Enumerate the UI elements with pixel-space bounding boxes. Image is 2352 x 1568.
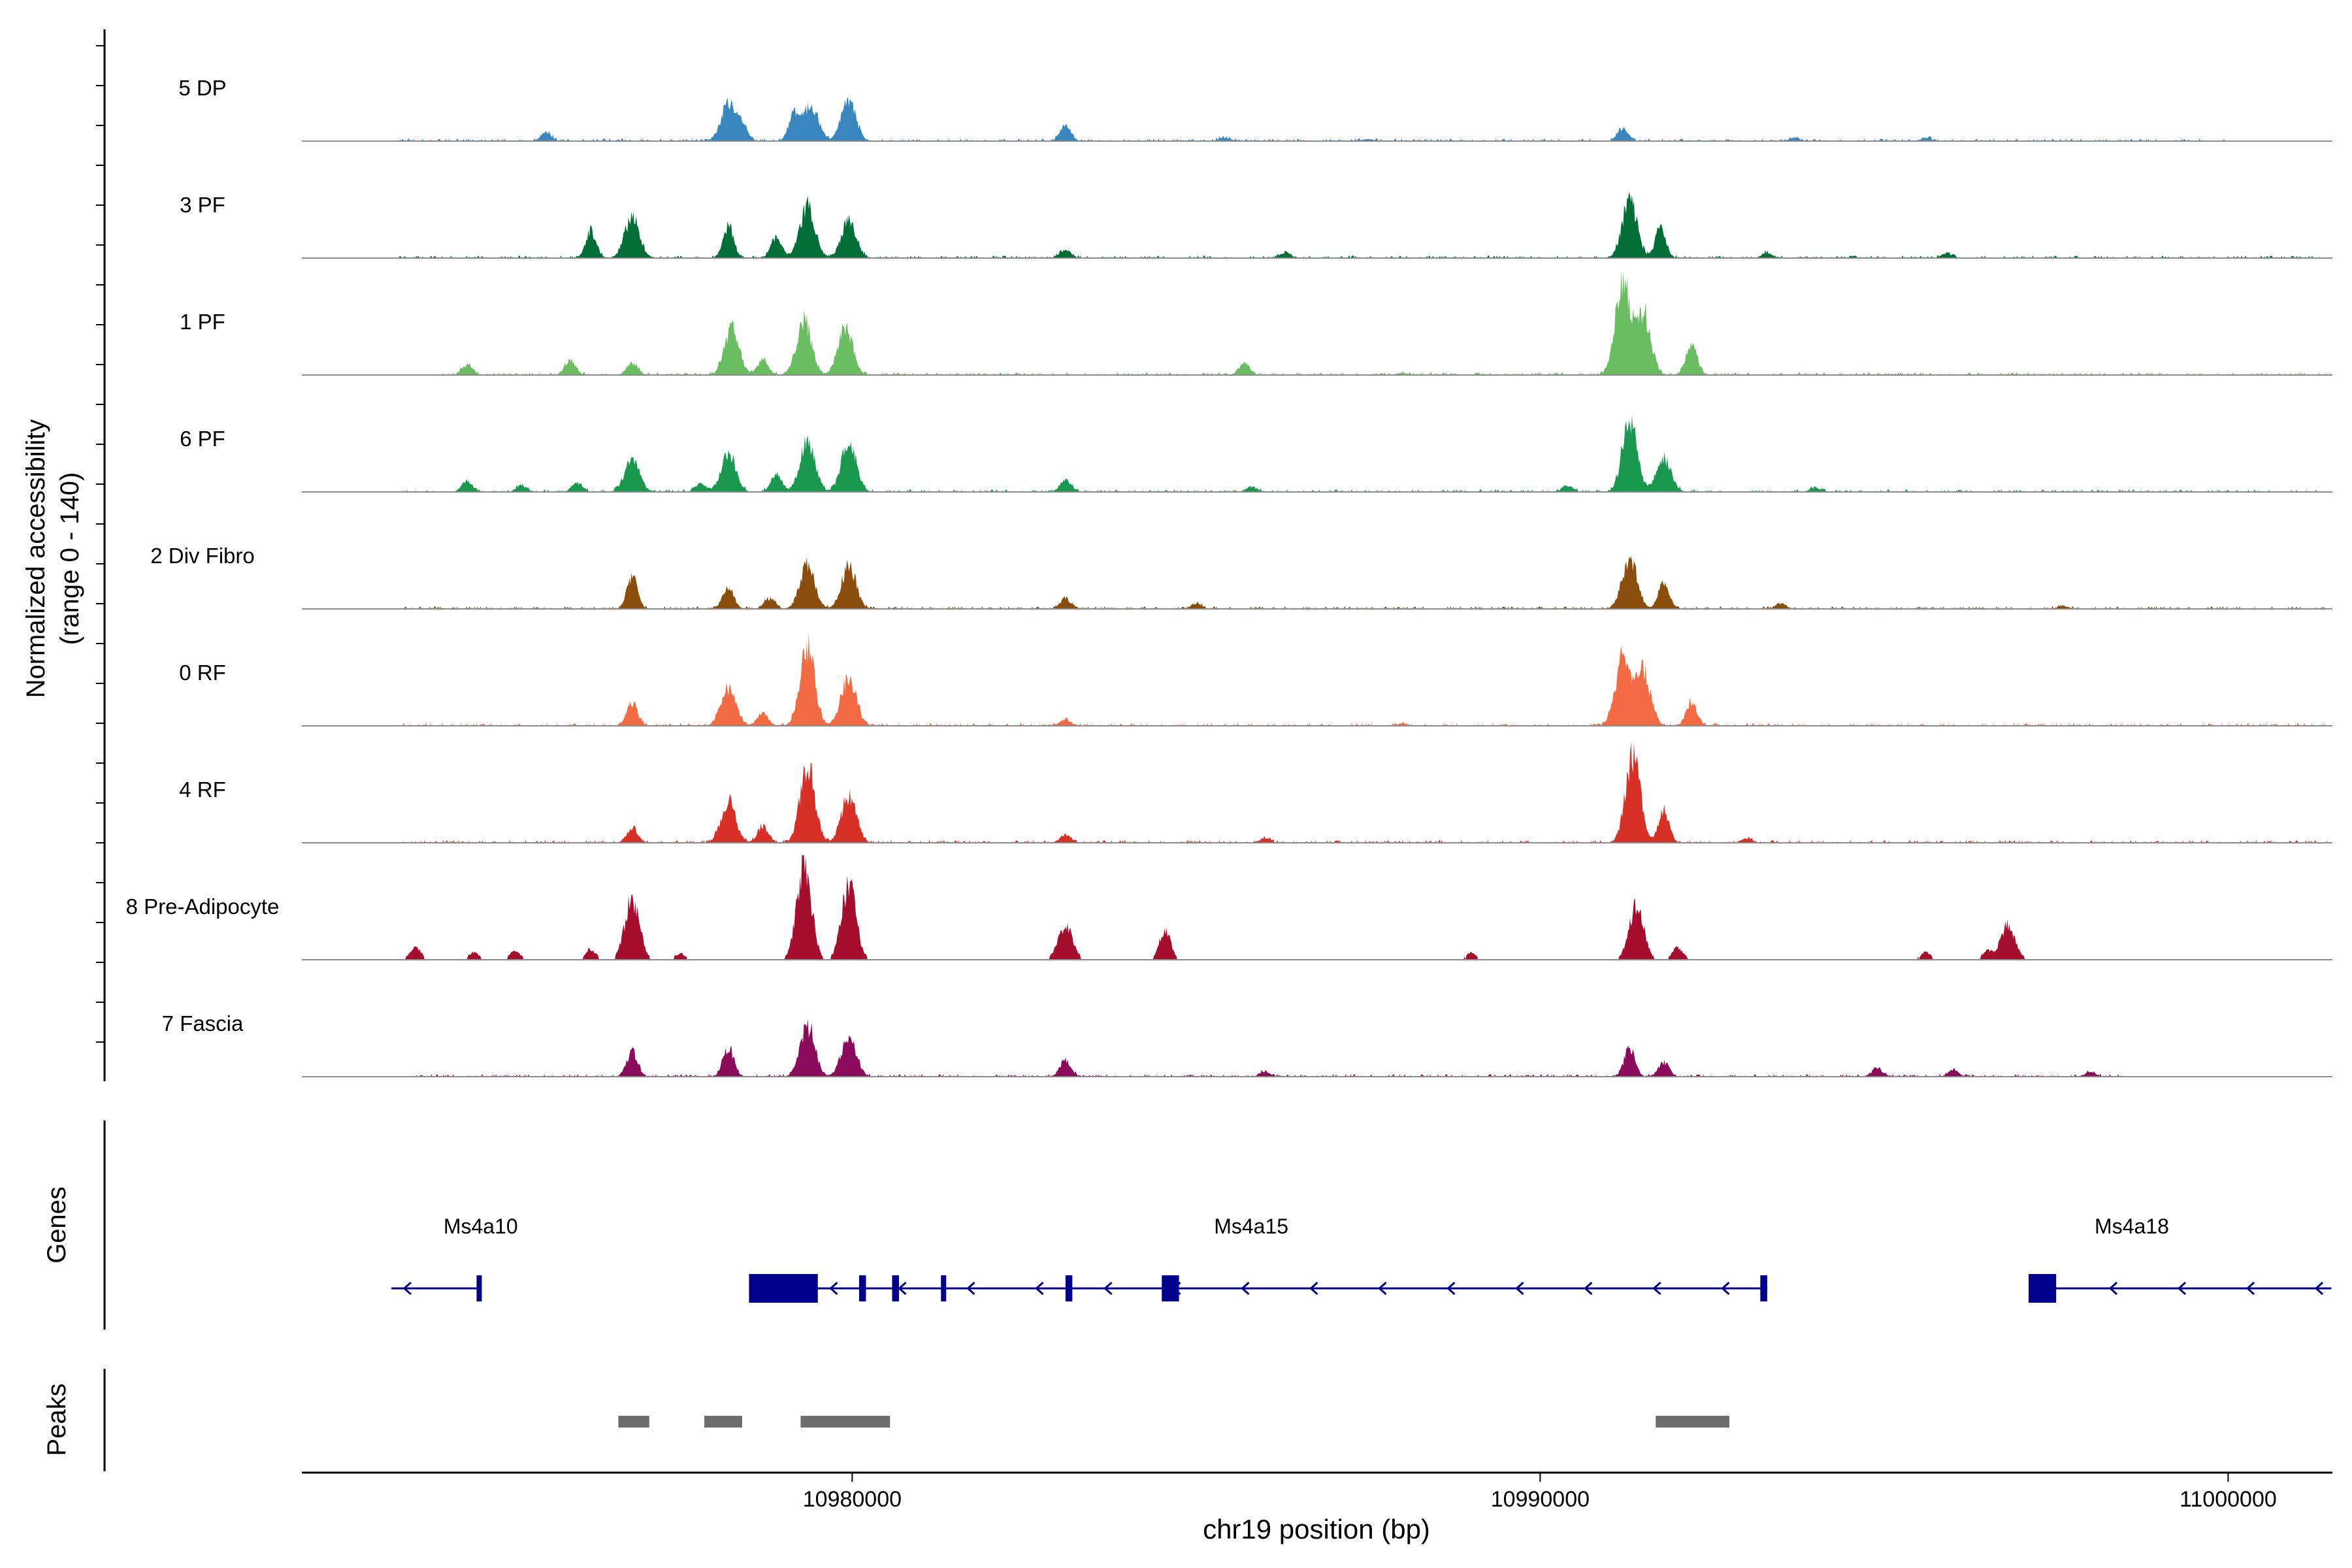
gene-label: Ms4a15	[1214, 1215, 1288, 1238]
coverage-tracks: 5 DP 3 PF 1 PF 6 PF 2 Div Fibro 0 RF 4 RF 8 Pre…	[126, 76, 2332, 1077]
coverage-area	[412, 1018, 2125, 1077]
coverage-area	[398, 556, 2332, 609]
track-label: 6 PF	[180, 427, 225, 451]
track-8-pre-adipocyte: 8 Pre-Adipocyte	[126, 855, 2332, 960]
gene-exon	[858, 1275, 866, 1301]
x-tick-label: 11000000	[2180, 1487, 2277, 1512]
strand-chevron	[829, 1281, 838, 1296]
y-axis-range: (range 0 - 140)	[56, 472, 84, 645]
track-3-pf: 3 PF	[180, 192, 2332, 259]
coverage-area	[398, 97, 2229, 141]
y-axis-title: Normalized accessibility	[22, 419, 50, 698]
strand-chevron	[2108, 1281, 2118, 1296]
strand-chevron	[1446, 1281, 1456, 1296]
gene-exon	[476, 1275, 482, 1301]
track-label: 5 DP	[178, 76, 226, 100]
x-axis-title: chr19 position (bp)	[1203, 1514, 1430, 1544]
gene-exon	[1760, 1275, 1767, 1301]
strand-chevron	[1035, 1281, 1044, 1296]
gene-exon	[1065, 1275, 1073, 1301]
strand-chevron	[2177, 1281, 2187, 1296]
gene-annotation-track: Ms4a10 Ms4a15 Ms4a18	[391, 1215, 2332, 1303]
strand-chevron	[1515, 1281, 1524, 1296]
peaks-axis-title: Peaks	[42, 1383, 71, 1456]
track-1-pf: 1 PF	[180, 270, 2332, 376]
track-0-rf: 0 RF	[179, 632, 2332, 727]
coverage-area	[398, 192, 2332, 258]
strand-chevron	[2246, 1281, 2255, 1296]
coverage-area	[398, 415, 2332, 492]
track-label: 2 Div Fibro	[150, 544, 255, 568]
strand-chevron	[1721, 1281, 1730, 1296]
gene-label: Ms4a18	[2095, 1215, 2169, 1238]
track-label: 8 Pre-Adipocyte	[126, 894, 280, 919]
peak-region	[704, 1416, 742, 1428]
track-label: 3 PF	[180, 193, 225, 217]
strand-chevron	[1309, 1281, 1318, 1296]
gene-exon	[2029, 1274, 2057, 1303]
coverage-area	[405, 855, 2229, 960]
track-5-dp: 5 DP	[178, 76, 2332, 142]
strand-chevron	[1241, 1281, 1250, 1296]
track-4-rf: 4 RF	[179, 742, 2332, 843]
strand-chevron	[1378, 1281, 1387, 1296]
track-6-pf: 6 PF	[180, 415, 2332, 493]
gene-ms4a18: Ms4a18	[2029, 1215, 2332, 1303]
strand-chevron	[1103, 1281, 1113, 1296]
gene-ms4a15: Ms4a15	[749, 1215, 1767, 1303]
gene-exon	[892, 1275, 900, 1301]
gene-label: Ms4a10	[444, 1215, 518, 1238]
genes-axis-title: Genes	[42, 1186, 71, 1264]
strand-chevron	[1652, 1281, 1661, 1296]
track-label: 7 Fascia	[162, 1011, 244, 1036]
gene-exon	[749, 1274, 818, 1303]
track-label: 4 RF	[179, 777, 226, 802]
coverage-area	[398, 632, 2332, 726]
coverage-y-ticks	[96, 45, 105, 1043]
coverage-area	[439, 270, 2332, 375]
strand-chevron	[898, 1281, 907, 1296]
strand-chevron	[966, 1281, 975, 1296]
track-2-div-fibro: 2 Div Fibro	[150, 544, 2332, 610]
x-tick-label: 10990000	[1491, 1487, 1590, 1512]
peak-region-track	[618, 1416, 1729, 1428]
strand-chevron	[1584, 1281, 1593, 1296]
gene-exon	[941, 1275, 947, 1301]
peak-region	[618, 1416, 649, 1428]
peak-region	[1656, 1416, 1729, 1428]
track-7-fascia: 7 Fascia	[162, 1011, 2332, 1077]
track-label: 0 RF	[179, 661, 226, 685]
track-label: 1 PF	[180, 310, 225, 334]
strand-chevron	[402, 1281, 412, 1296]
gene-exon	[1162, 1275, 1179, 1301]
x-tick-label: 10980000	[803, 1487, 902, 1512]
strand-chevron	[2314, 1281, 2324, 1296]
gene-ms4a10: Ms4a10	[391, 1215, 518, 1301]
peak-region	[800, 1416, 890, 1428]
coverage-area	[398, 742, 2332, 843]
x-axis-ticks: 10980000 10990000 11000000	[803, 1473, 2277, 1512]
